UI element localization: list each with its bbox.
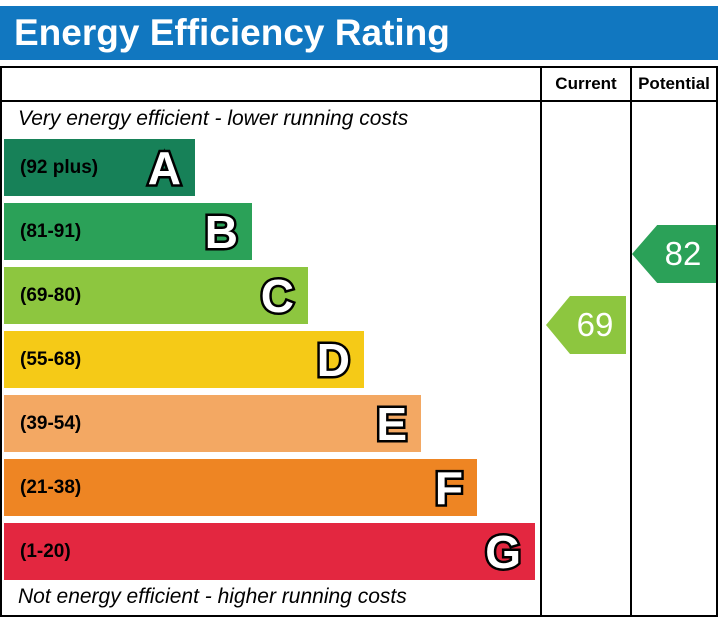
title-bar: Energy Efficiency Rating <box>0 6 718 60</box>
band-range-label: (92 plus) <box>20 156 99 178</box>
current-rating-value: 69 <box>576 306 614 343</box>
band-range-label: (39-54) <box>20 412 82 434</box>
band-range-label: (1-20) <box>20 540 71 562</box>
current-rating-arrow: 69 <box>546 296 626 354</box>
potential-rating-value: 82 <box>664 235 702 272</box>
band-range-label: (55-68) <box>20 348 82 370</box>
header-spacer <box>2 68 540 102</box>
header-potential-label: Potential <box>630 68 716 102</box>
caption-bottom: Not energy efficient - higher running co… <box>18 585 407 608</box>
current-column: 69 <box>540 102 630 615</box>
caption-top: Very energy efficient - lower running co… <box>18 107 409 130</box>
bands-column: Very energy efficient - lower running co… <box>2 102 540 615</box>
header-current-label: Current <box>540 68 630 102</box>
page-title: Energy Efficiency Rating <box>14 12 450 53</box>
potential-rating-arrow: 82 <box>632 225 716 283</box>
band-range-label: (81-91) <box>20 220 82 242</box>
energy-rating-table: Current Potential Very energy efficient … <box>0 66 718 617</box>
band-range-label: (21-38) <box>20 476 82 498</box>
band-range-label: (69-80) <box>20 284 82 306</box>
potential-column: 82 <box>630 102 716 615</box>
